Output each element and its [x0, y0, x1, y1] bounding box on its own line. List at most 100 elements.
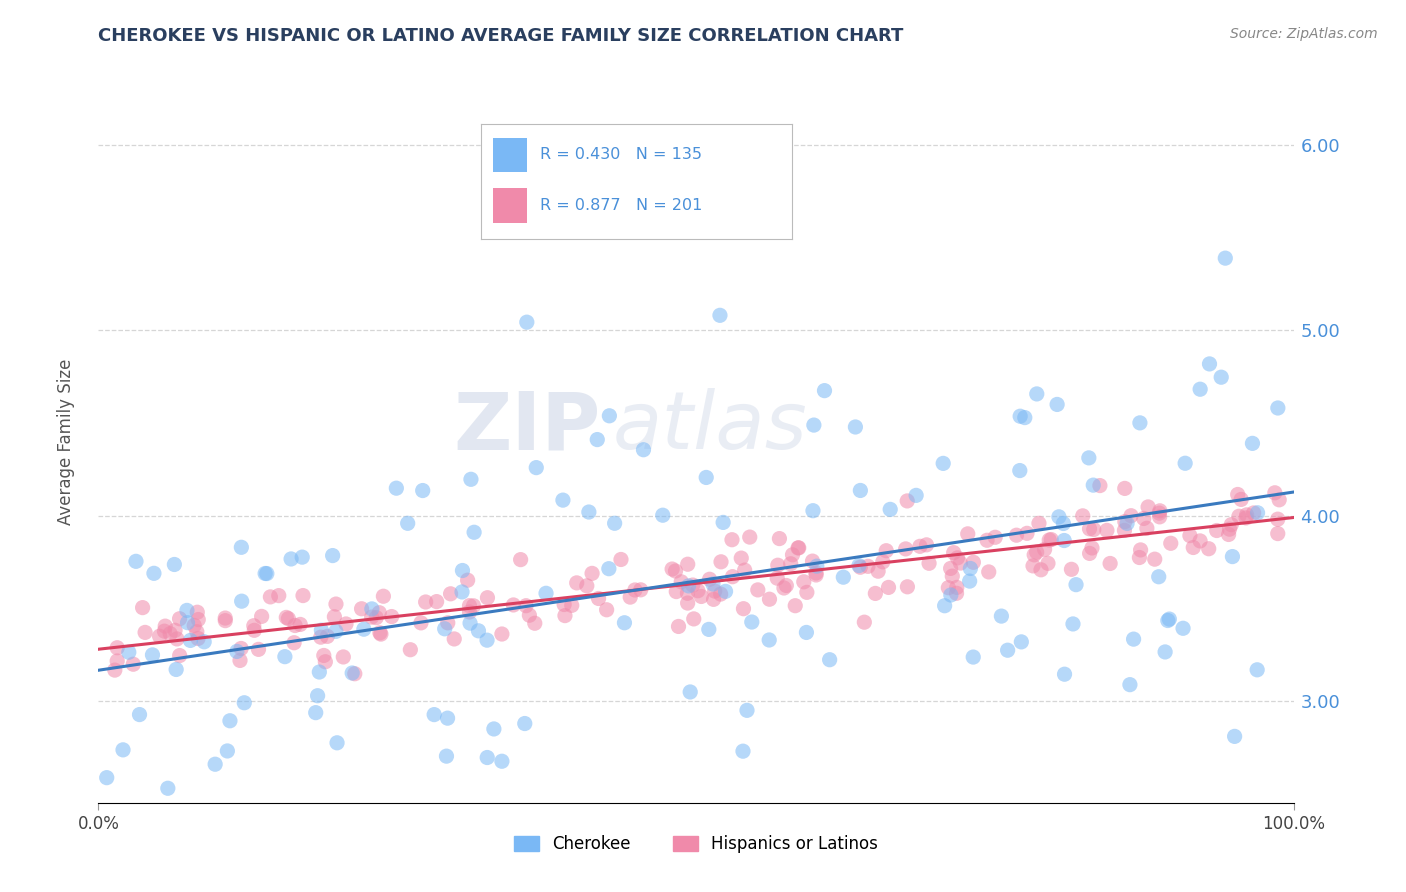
Point: [1022, 558, 1045, 573]
Point: [155, 619, 177, 633]
Point: [134, 625, 156, 640]
Point: [959, 574, 981, 588]
Point: [475, 633, 498, 648]
Point: [1227, 509, 1250, 524]
Point: [848, 558, 870, 573]
Legend: Cherokee, Hispanics or Latinos: Cherokee, Hispanics or Latinos: [508, 828, 884, 860]
Point: [865, 586, 887, 600]
Point: [651, 508, 673, 523]
Point: [1122, 632, 1144, 647]
Point: [131, 600, 153, 615]
Point: [1015, 526, 1038, 541]
Point: [741, 615, 763, 629]
Point: [894, 541, 917, 556]
Point: [747, 582, 769, 597]
Point: [340, 666, 363, 681]
Point: [368, 606, 391, 620]
Point: [1241, 436, 1264, 450]
Point: [1220, 517, 1243, 532]
Point: [1136, 521, 1159, 535]
Point: [962, 555, 984, 569]
Point: [853, 615, 876, 630]
Point: [491, 627, 513, 641]
Point: [370, 627, 392, 641]
Point: [1189, 533, 1212, 548]
Point: [96, 771, 118, 785]
Point: [1189, 382, 1212, 396]
Point: [259, 590, 281, 604]
Point: [229, 653, 252, 667]
Point: [773, 581, 796, 595]
Point: [409, 615, 432, 630]
Point: [676, 586, 699, 600]
Point: [1160, 536, 1182, 550]
Point: [477, 591, 499, 605]
Point: [877, 581, 900, 595]
Point: [186, 624, 208, 639]
Point: [1114, 482, 1136, 496]
Point: [307, 689, 329, 703]
Point: [984, 530, 1007, 544]
Point: [676, 596, 699, 610]
Point: [153, 624, 176, 639]
Point: [276, 610, 298, 624]
Point: [849, 560, 872, 574]
Point: [932, 456, 955, 470]
Point: [1062, 616, 1084, 631]
Point: [534, 586, 557, 600]
Point: [804, 566, 827, 580]
Point: [477, 750, 499, 764]
Point: [959, 561, 981, 575]
Point: [1099, 557, 1122, 571]
Point: [702, 592, 724, 607]
Point: [225, 644, 247, 658]
Point: [551, 493, 574, 508]
Point: [939, 561, 962, 575]
Point: [519, 608, 541, 623]
Point: [360, 602, 382, 616]
Point: [1128, 550, 1150, 565]
Point: [1078, 546, 1101, 560]
Point: [460, 472, 482, 486]
Point: [360, 830, 382, 844]
Point: [1149, 509, 1171, 524]
Point: [439, 587, 461, 601]
Point: [565, 575, 588, 590]
Point: [813, 384, 835, 398]
Point: [436, 749, 458, 764]
Point: [1213, 251, 1236, 265]
Point: [332, 649, 354, 664]
Point: [360, 610, 382, 624]
Point: [1053, 667, 1076, 681]
Point: [214, 611, 236, 625]
Point: [699, 572, 721, 586]
Point: [1036, 557, 1059, 571]
Point: [128, 707, 150, 722]
Point: [610, 552, 633, 566]
Point: [267, 589, 290, 603]
Point: [156, 781, 179, 796]
Point: [353, 622, 375, 636]
Point: [1114, 515, 1136, 529]
Point: [165, 663, 187, 677]
Point: [516, 315, 538, 329]
Point: [806, 559, 828, 574]
Point: [290, 617, 312, 632]
Point: [309, 630, 332, 644]
Point: [997, 643, 1019, 657]
Point: [624, 582, 647, 597]
Point: [1088, 478, 1111, 492]
Point: [186, 605, 208, 619]
Point: [588, 591, 610, 606]
Point: [990, 609, 1012, 624]
Point: [939, 588, 962, 602]
Point: [94, 822, 117, 837]
Point: [1264, 485, 1286, 500]
Point: [832, 570, 855, 584]
Point: [163, 558, 186, 572]
Point: [1119, 678, 1142, 692]
Point: [322, 549, 344, 563]
Point: [665, 584, 688, 599]
Point: [787, 541, 810, 555]
Point: [229, 641, 252, 656]
